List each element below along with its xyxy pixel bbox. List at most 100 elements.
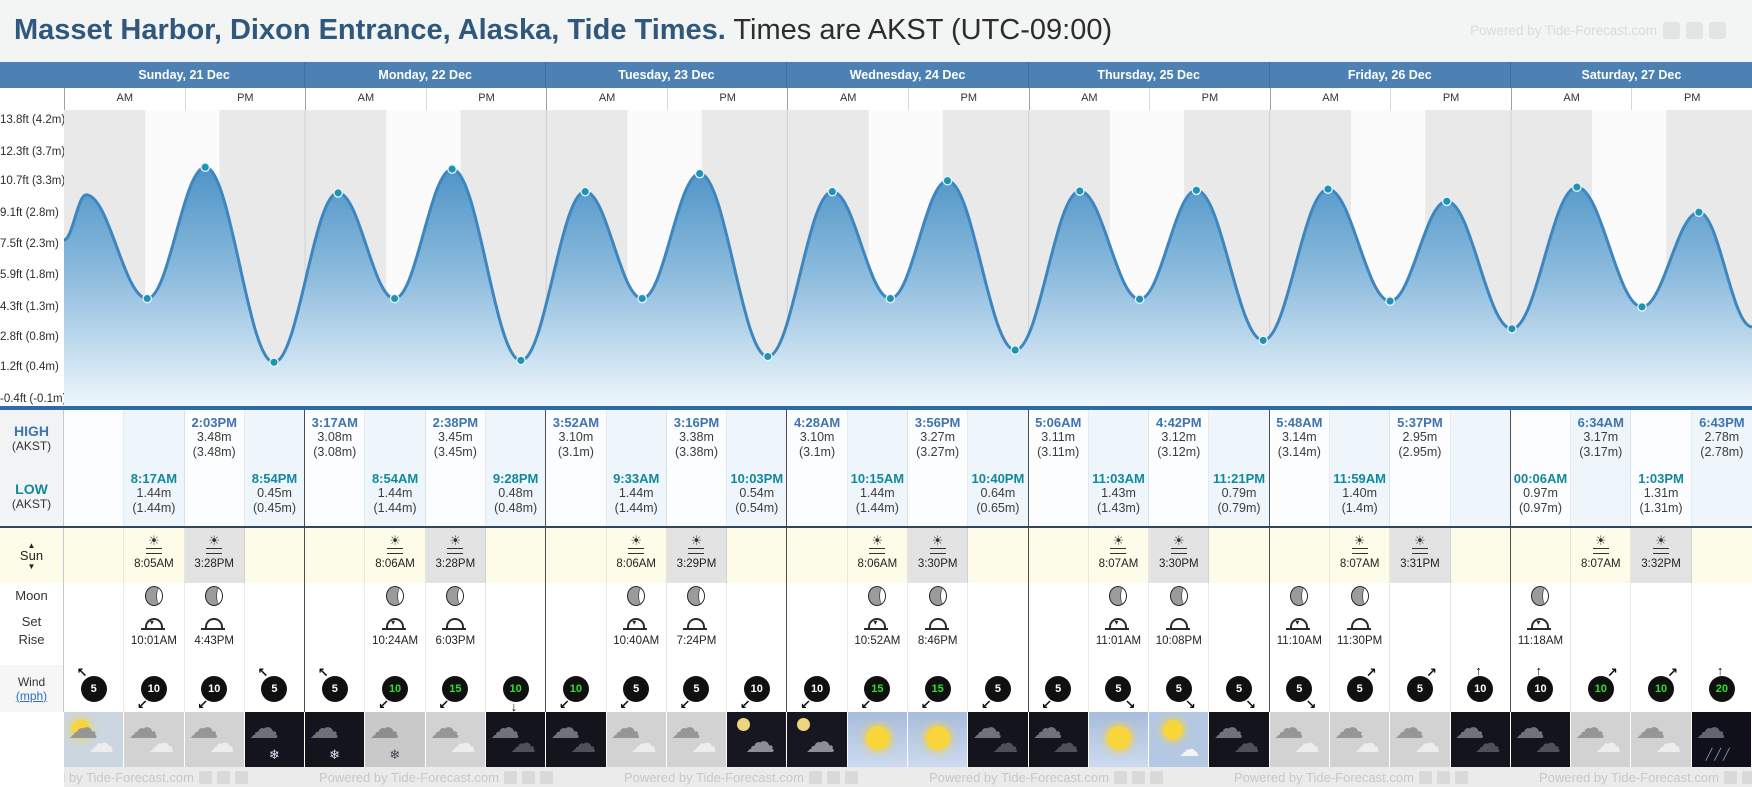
badge-icon[interactable] (1686, 22, 1703, 39)
y-axis-tick: 1.2ft (0.4m) (0, 361, 59, 373)
low-label-tz: (AKST) (11, 496, 52, 511)
high-tide-entry-height: 3.48m (196, 430, 232, 444)
low-row-cell (1450, 466, 1511, 526)
high-tide-entry-height-alt: (3.11m) (1037, 445, 1080, 459)
high-tide-dot (333, 188, 343, 198)
high-tide-entry-time: 2:38PM (432, 415, 479, 430)
sunrise-cell: ☀ 8:05AM (124, 528, 185, 583)
sort-down-icon[interactable]: ▼ (27, 561, 36, 571)
wind-speed-badge: 10 ↗ (1587, 666, 1618, 702)
low-tide-entry-height-alt: (0.79m) (1217, 501, 1261, 515)
sun-row-cell (1450, 528, 1511, 583)
low-tide-dot (269, 357, 279, 368)
wind-speed-badge: 5 ↖ (257, 666, 288, 702)
day-header-cell: Thursday, 25 Dec (1029, 62, 1270, 88)
low-tide-row: LOW (AKST) 8:17AM 1.44m (1.44m) 8:54PM 0.45m… (0, 466, 1752, 528)
moonset-arc-icon (1527, 618, 1552, 630)
moonrise-arc-icon (1346, 618, 1371, 630)
moonset-cell: 11:01AM (1089, 583, 1150, 665)
moon-row-cell (1571, 583, 1632, 665)
wind-direction-arrow: ↖ (317, 664, 329, 680)
moonset-time: 11:18AM (1517, 635, 1564, 647)
high-tide-entry-height-alt: (3.1m) (557, 445, 594, 459)
wind-speed-value: 10 (750, 682, 763, 695)
high-row-cell (1329, 410, 1391, 466)
sort-up-icon[interactable]: ▲ (27, 540, 36, 550)
high-tide-entry-height: 3.08m (317, 430, 353, 444)
badge-icon[interactable] (1663, 22, 1680, 39)
badge-icon (1113, 770, 1127, 784)
wind-row: Wind (mph) 5 ↖ 10 ↙ 10 ↙ 5 ↖ 5 ↖ 10 ↙ 15 ↙ 10 ↓ 10 ↙ 5 ↙ 5 ↙ 1… (0, 664, 1752, 713)
low-row-cell (1691, 466, 1752, 526)
moon-phase-icon (1169, 586, 1188, 606)
wind-speed-value: 5 (90, 682, 97, 695)
am-cell: AM (306, 88, 427, 110)
low-row-cell: 11:59AM 1.40m (1.4m) (1329, 466, 1391, 526)
high-tide-entry-time: 4:28AM (793, 415, 841, 430)
badge-icon[interactable] (1709, 22, 1726, 39)
wind-row-cells: 5 ↖ 10 ↙ 10 ↙ 5 ↖ 5 ↖ 10 ↙ 15 ↙ 10 ↓ 10 ↙ 5 ↙ 5 ↙ 10 ↙ 10 ↙ 15 ↙ 15 ↙… (64, 664, 1752, 713)
high-row-cell (64, 410, 125, 466)
wind-speed-value: 5 (331, 682, 338, 695)
high-tide-entry-time: 3:56PM (914, 415, 961, 430)
low-row-cell: 10:15AM 1.44m (1.44m) (847, 466, 908, 526)
high-row-cell: 2:03PM 3.48m (3.48m) (184, 410, 245, 466)
wind-cell: 15 ↙ (908, 665, 969, 712)
low-tide-entry-time: 9:33AM (613, 471, 660, 486)
weather-cell: ☁ ☁ (485, 712, 547, 767)
wind-direction-arrow: ↙ (438, 696, 450, 712)
wind-units-link[interactable]: (mph) (15, 688, 48, 703)
am-cell: AM (788, 88, 909, 110)
low-row-cell (64, 466, 125, 526)
wind-direction-arrow: ↙ (619, 696, 631, 712)
rise-label: Rise (18, 632, 45, 647)
moonrise-cell: 4:43PM (185, 583, 245, 665)
high-tide-entry-height: 3.14m (1281, 430, 1317, 444)
moon-phase-icon (1290, 586, 1309, 606)
weather-cell: ☁ ☁ (606, 712, 667, 767)
wind-cell: 10 ↙ (365, 665, 426, 712)
low-row-cell (1028, 466, 1089, 526)
pm-cell: PM (1391, 88, 1512, 110)
wind-cell: 5 ↗ (1390, 665, 1451, 712)
low-tide-entry-height: 0.45m (257, 486, 292, 500)
low-tide-entry-height-alt: (0.97m) (1518, 501, 1563, 515)
high-row-cell (606, 410, 667, 466)
low-tide-entry-time: 10:15AM (850, 471, 905, 486)
low-row-cell (787, 466, 848, 526)
weather-icon-clouds: ☁ ☁ (1571, 712, 1631, 767)
moon-row-cell (245, 583, 306, 665)
sun-row-cell (305, 528, 366, 583)
weather-cell: ☁ ☁ (184, 712, 245, 767)
y-axis-tick: 7.5ft (2.3m) (0, 238, 59, 250)
weather-icon-night-snow: ☁ ❄ (244, 712, 305, 767)
moon-row-cell (1209, 583, 1270, 665)
high-tide-entry-time: 3:52AM (552, 415, 600, 430)
moon-phase-icon (446, 586, 465, 606)
sun-row-label[interactable]: ▲ Sun ▼ (0, 528, 64, 583)
low-tide-entry-time: 8:17AM (130, 471, 178, 486)
day-header-cell: Tuesday, 23 Dec (546, 62, 788, 88)
moonset-arc-icon (864, 618, 889, 630)
low-row-cells: 8:17AM 1.44m (1.44m) 8:54PM 0.45m (0.45m) 8:54… (64, 466, 1752, 526)
wind-speed-badge: 10 ↗ (1648, 666, 1678, 702)
y-axis-tick: -0.4ft (-0.1m) (0, 393, 67, 405)
high-row-cell (485, 410, 547, 466)
tide-area-fill (64, 167, 1752, 406)
wind-speed-badge: 5 ↗ (1406, 666, 1437, 702)
weather-icon-clouds: ☁ ☁ (1631, 712, 1691, 767)
moon-row-cell (1631, 583, 1692, 665)
high-tide-dot (694, 168, 705, 179)
moon-row-cell (546, 583, 607, 665)
set-label: Set (21, 614, 42, 629)
moon-phase-icon (205, 586, 224, 606)
weather-row-label (0, 712, 64, 767)
wind-cell: 5 ↗ (1330, 665, 1391, 712)
am-pm-row: AM PM AM PM AM PM AM PM AM PM AM PM AM PM (0, 88, 1752, 111)
low-tide-entry-time: 8:54PM (251, 471, 298, 486)
sunset-time: 3:28PM (435, 558, 476, 570)
wind-cell: 10 ↙ (787, 665, 848, 712)
high-row-cell: 6:43PM 2.78m (2.78m) (1691, 410, 1752, 466)
high-row-cell (124, 410, 185, 466)
moonrise-time: 8:46PM (917, 635, 958, 647)
